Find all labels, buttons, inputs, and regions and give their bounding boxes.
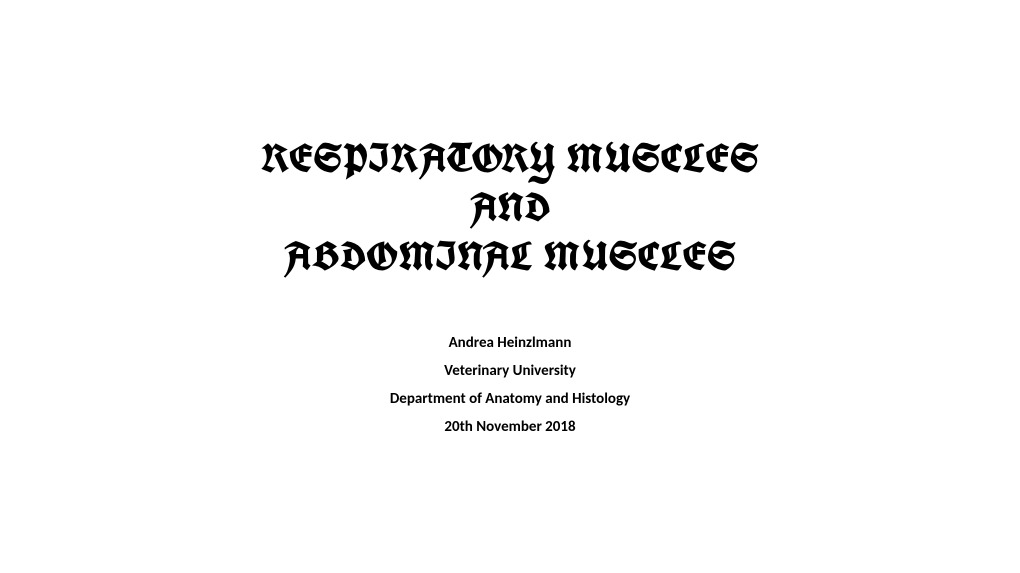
- institution: Veterinary University: [390, 364, 630, 379]
- author-name: Andrea Heinzlmann: [390, 336, 630, 351]
- title-line-3: abdominal muscles: [261, 233, 760, 282]
- department: Department of Anatomy and Histology: [390, 392, 630, 407]
- meta-block: Andrea Heinzlmann Veterinary University …: [390, 336, 630, 435]
- title-line-1: Respiratory muscles: [261, 135, 760, 184]
- slide-container: Respiratory muscles and abdominal muscle…: [0, 0, 1020, 573]
- slide-title: Respiratory muscles and abdominal muscle…: [261, 135, 760, 281]
- title-line-2: and: [261, 184, 760, 233]
- presentation-date: 20th November 2018: [390, 420, 630, 435]
